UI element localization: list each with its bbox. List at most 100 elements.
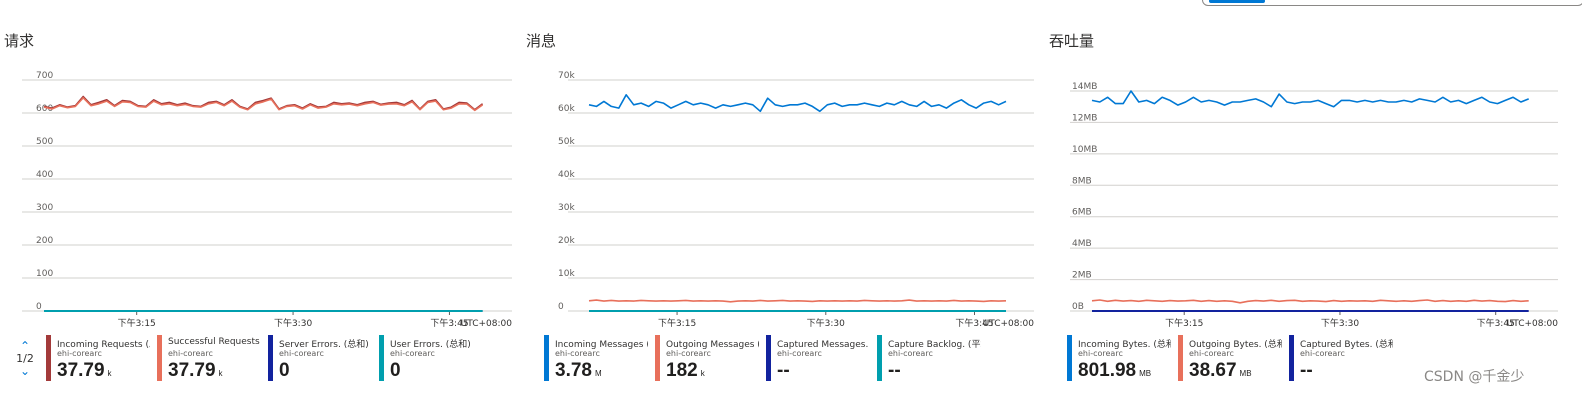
legend-metric-name: Incoming Messages (总和): [555, 340, 648, 350]
legend-swatch: [877, 335, 882, 381]
legend-item[interactable]: Captured Bytes. (总和) ehi-corearc --: [1289, 335, 1394, 381]
legend-pager: ⌃ 1/2 ⌄: [14, 340, 36, 377]
legend-resource-name: ehi-corearc: [168, 349, 213, 358]
series-line: [588, 299, 1007, 303]
y-tick-label: 300: [36, 203, 53, 213]
legend-resource-name: ehi-corearc: [1189, 349, 1234, 358]
legend-summary-number: --: [777, 360, 790, 381]
legend-item[interactable]: User Errors. (总和) ehi-corearc 0: [379, 335, 484, 381]
y-tick-label: 700: [36, 71, 53, 81]
y-tick-label: 6MB: [1072, 208, 1092, 218]
legend-summary-number: 182: [666, 360, 698, 381]
time-range-control[interactable]: [1202, 0, 1582, 6]
legend-summary-number: 38.67: [1189, 360, 1237, 381]
legend-item[interactable]: Incoming Messages (总和)ehi-corearc 3.78M: [544, 335, 649, 381]
y-tick-label: 12MB: [1072, 113, 1097, 123]
legend-item[interactable]: Captured Messages. (总和)ehi-corearc --: [766, 335, 871, 381]
legend-summary-number: --: [888, 360, 901, 381]
legend-summary-number: --: [1300, 360, 1313, 381]
legend-swatch: [1067, 335, 1072, 381]
legend-summary-value: 182 k: [666, 360, 705, 382]
legend-metric-name: Incoming Requests (总和): [57, 340, 150, 350]
legend-resource-name: ehi-corearc: [888, 349, 933, 358]
legend-metric-name: Captured Bytes. (总和): [1300, 340, 1393, 350]
y-tick-label: 0B: [1072, 302, 1084, 312]
series-line: [1091, 299, 1529, 304]
chevron-up-icon[interactable]: ⌃: [19, 339, 31, 353]
legend-summary-unit: MB: [1139, 369, 1152, 378]
legend-swatch: [1178, 335, 1183, 381]
y-tick-label: 50k: [558, 137, 575, 147]
legend-summary-number: 801.98: [1078, 360, 1137, 381]
y-tick-label: 10k: [558, 269, 575, 279]
x-tick-label: 下午3:30: [807, 317, 845, 329]
series-line: [43, 97, 484, 112]
y-tick-label: 70k: [558, 71, 575, 81]
x-tick-label: 下午3:15: [118, 317, 156, 329]
legend-metric-name: Outgoing Bytes. (总和): [1189, 340, 1282, 350]
y-tick-label: 40k: [558, 170, 575, 180]
legend-metric-name: Outgoing Messages (总和): [666, 340, 759, 350]
y-tick-label: 10MB: [1072, 145, 1097, 155]
legend-summary-number: 3.78: [555, 360, 592, 381]
x-tick-label: 下午3:15: [1165, 317, 1203, 329]
legend-summary-value: 37.79 k: [57, 360, 112, 382]
legend-summary-unit: MB: [1239, 369, 1252, 378]
legend-summary-value: --: [777, 360, 790, 382]
y-tick-label: 20k: [558, 236, 575, 246]
chevron-down-icon[interactable]: ⌄: [19, 364, 31, 378]
legend-summary-value: --: [1300, 360, 1313, 382]
legend-metric-name: Server Errors. (总和): [279, 340, 369, 350]
legend-swatch: [46, 335, 51, 381]
legend-resource-name: ehi-corearc: [390, 349, 435, 358]
legend-summary-value: 0: [390, 360, 401, 382]
legend-swatch: [1289, 335, 1294, 381]
legend-resource-name: ehi-corearc: [57, 349, 102, 358]
legend-resource-name: ehi-corearc: [1300, 349, 1345, 358]
chart-title: 请求: [4, 32, 35, 50]
y-tick-label: 14MB: [1072, 82, 1097, 92]
legend-swatch: [379, 335, 384, 381]
legend-summary-value: 3.78 M: [555, 360, 602, 382]
time-range-selected-indicator: [1209, 0, 1265, 3]
legend-item[interactable]: Outgoing Bytes. (总和) ehi-corearc 38.67 MB: [1178, 335, 1283, 381]
x-tick-label: 下午3:15: [658, 317, 696, 329]
legend-swatch: [766, 335, 771, 381]
legend-summary-unit: k: [218, 369, 223, 378]
legend-summary-value: --: [888, 360, 901, 382]
x-tick-label: 下午3:45: [1477, 317, 1515, 329]
timezone-label: UTC+08:00: [461, 319, 513, 329]
y-tick-label: 0: [558, 302, 564, 312]
pager-label: 1/2: [16, 352, 34, 365]
y-tick-label: 600: [36, 104, 53, 114]
legend-swatch: [157, 335, 162, 381]
legend-item[interactable]: Incoming Bytes. (总和) ehi-corearc 801.98 MB: [1067, 335, 1172, 381]
y-tick-label: 4MB: [1072, 239, 1092, 249]
legend-item[interactable]: Server Errors. (总和) ehi-corearc 0: [268, 335, 373, 381]
legend-summary-number: 0: [390, 360, 401, 381]
legend-item[interactable]: Incoming Requests (总和)ehi-corearc 37.79k: [46, 335, 151, 381]
y-tick-label: 30k: [558, 203, 575, 213]
y-tick-label: 8MB: [1072, 176, 1092, 186]
legend-summary-number: 0: [279, 360, 290, 381]
legend-swatch: [268, 335, 273, 381]
legend-metric-name: Captured Messages. (总和): [777, 340, 870, 350]
legend-item[interactable]: Capture Backlog. (平均值)ehi-corearc --: [877, 335, 982, 381]
legend-summary-value: 801.98 MB: [1078, 360, 1151, 382]
series-line: [588, 94, 1007, 113]
y-tick-label: 100: [36, 269, 53, 279]
legend-metric-name: User Errors. (总和): [390, 340, 471, 350]
legend-metric-name: Capture Backlog. (平均值): [888, 340, 981, 350]
legend-resource-name: ehi-corearc: [555, 349, 600, 358]
y-tick-label: 500: [36, 137, 53, 147]
legend-item[interactable]: Successful Requests ... ehi-corearc 37.79 k: [157, 335, 262, 381]
legend-summary-number: 37.79: [57, 360, 105, 381]
legend-summary-value: 0: [279, 360, 290, 382]
legend-resource-name: ehi-corearc: [666, 349, 711, 358]
legend-summary-number: 37.79: [168, 360, 216, 381]
y-tick-label: 400: [36, 170, 53, 180]
legend-summary-unit: M: [594, 369, 602, 378]
